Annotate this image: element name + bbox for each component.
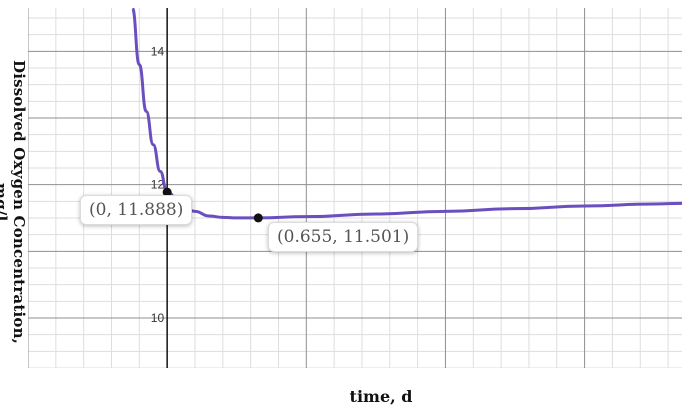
minor-grid xyxy=(28,8,682,369)
data-curve xyxy=(130,6,682,220)
data-point-marker xyxy=(253,213,263,223)
series-curves xyxy=(130,6,682,220)
marked-points xyxy=(162,187,263,223)
x-axis-label: time, d xyxy=(349,387,413,406)
point-callout-1: (0, 11.888) xyxy=(80,195,193,225)
data-point-marker xyxy=(162,187,172,197)
y-tick-label: 12 xyxy=(151,178,165,192)
y-tick-label: 14 xyxy=(151,44,165,58)
point-callout-2: (0.655, 11.501) xyxy=(268,222,419,252)
tick-labels: 10 12 14 xyxy=(151,44,165,325)
major-grid xyxy=(27,8,682,368)
y-tick-label: 10 xyxy=(151,311,165,325)
y-axis-label: Dissolved Oxygen Concentration, mg/l xyxy=(0,60,28,345)
line-chart: 10 12 14 xyxy=(27,6,682,369)
plot-area[interactable]: 10 12 14 xyxy=(27,6,682,373)
